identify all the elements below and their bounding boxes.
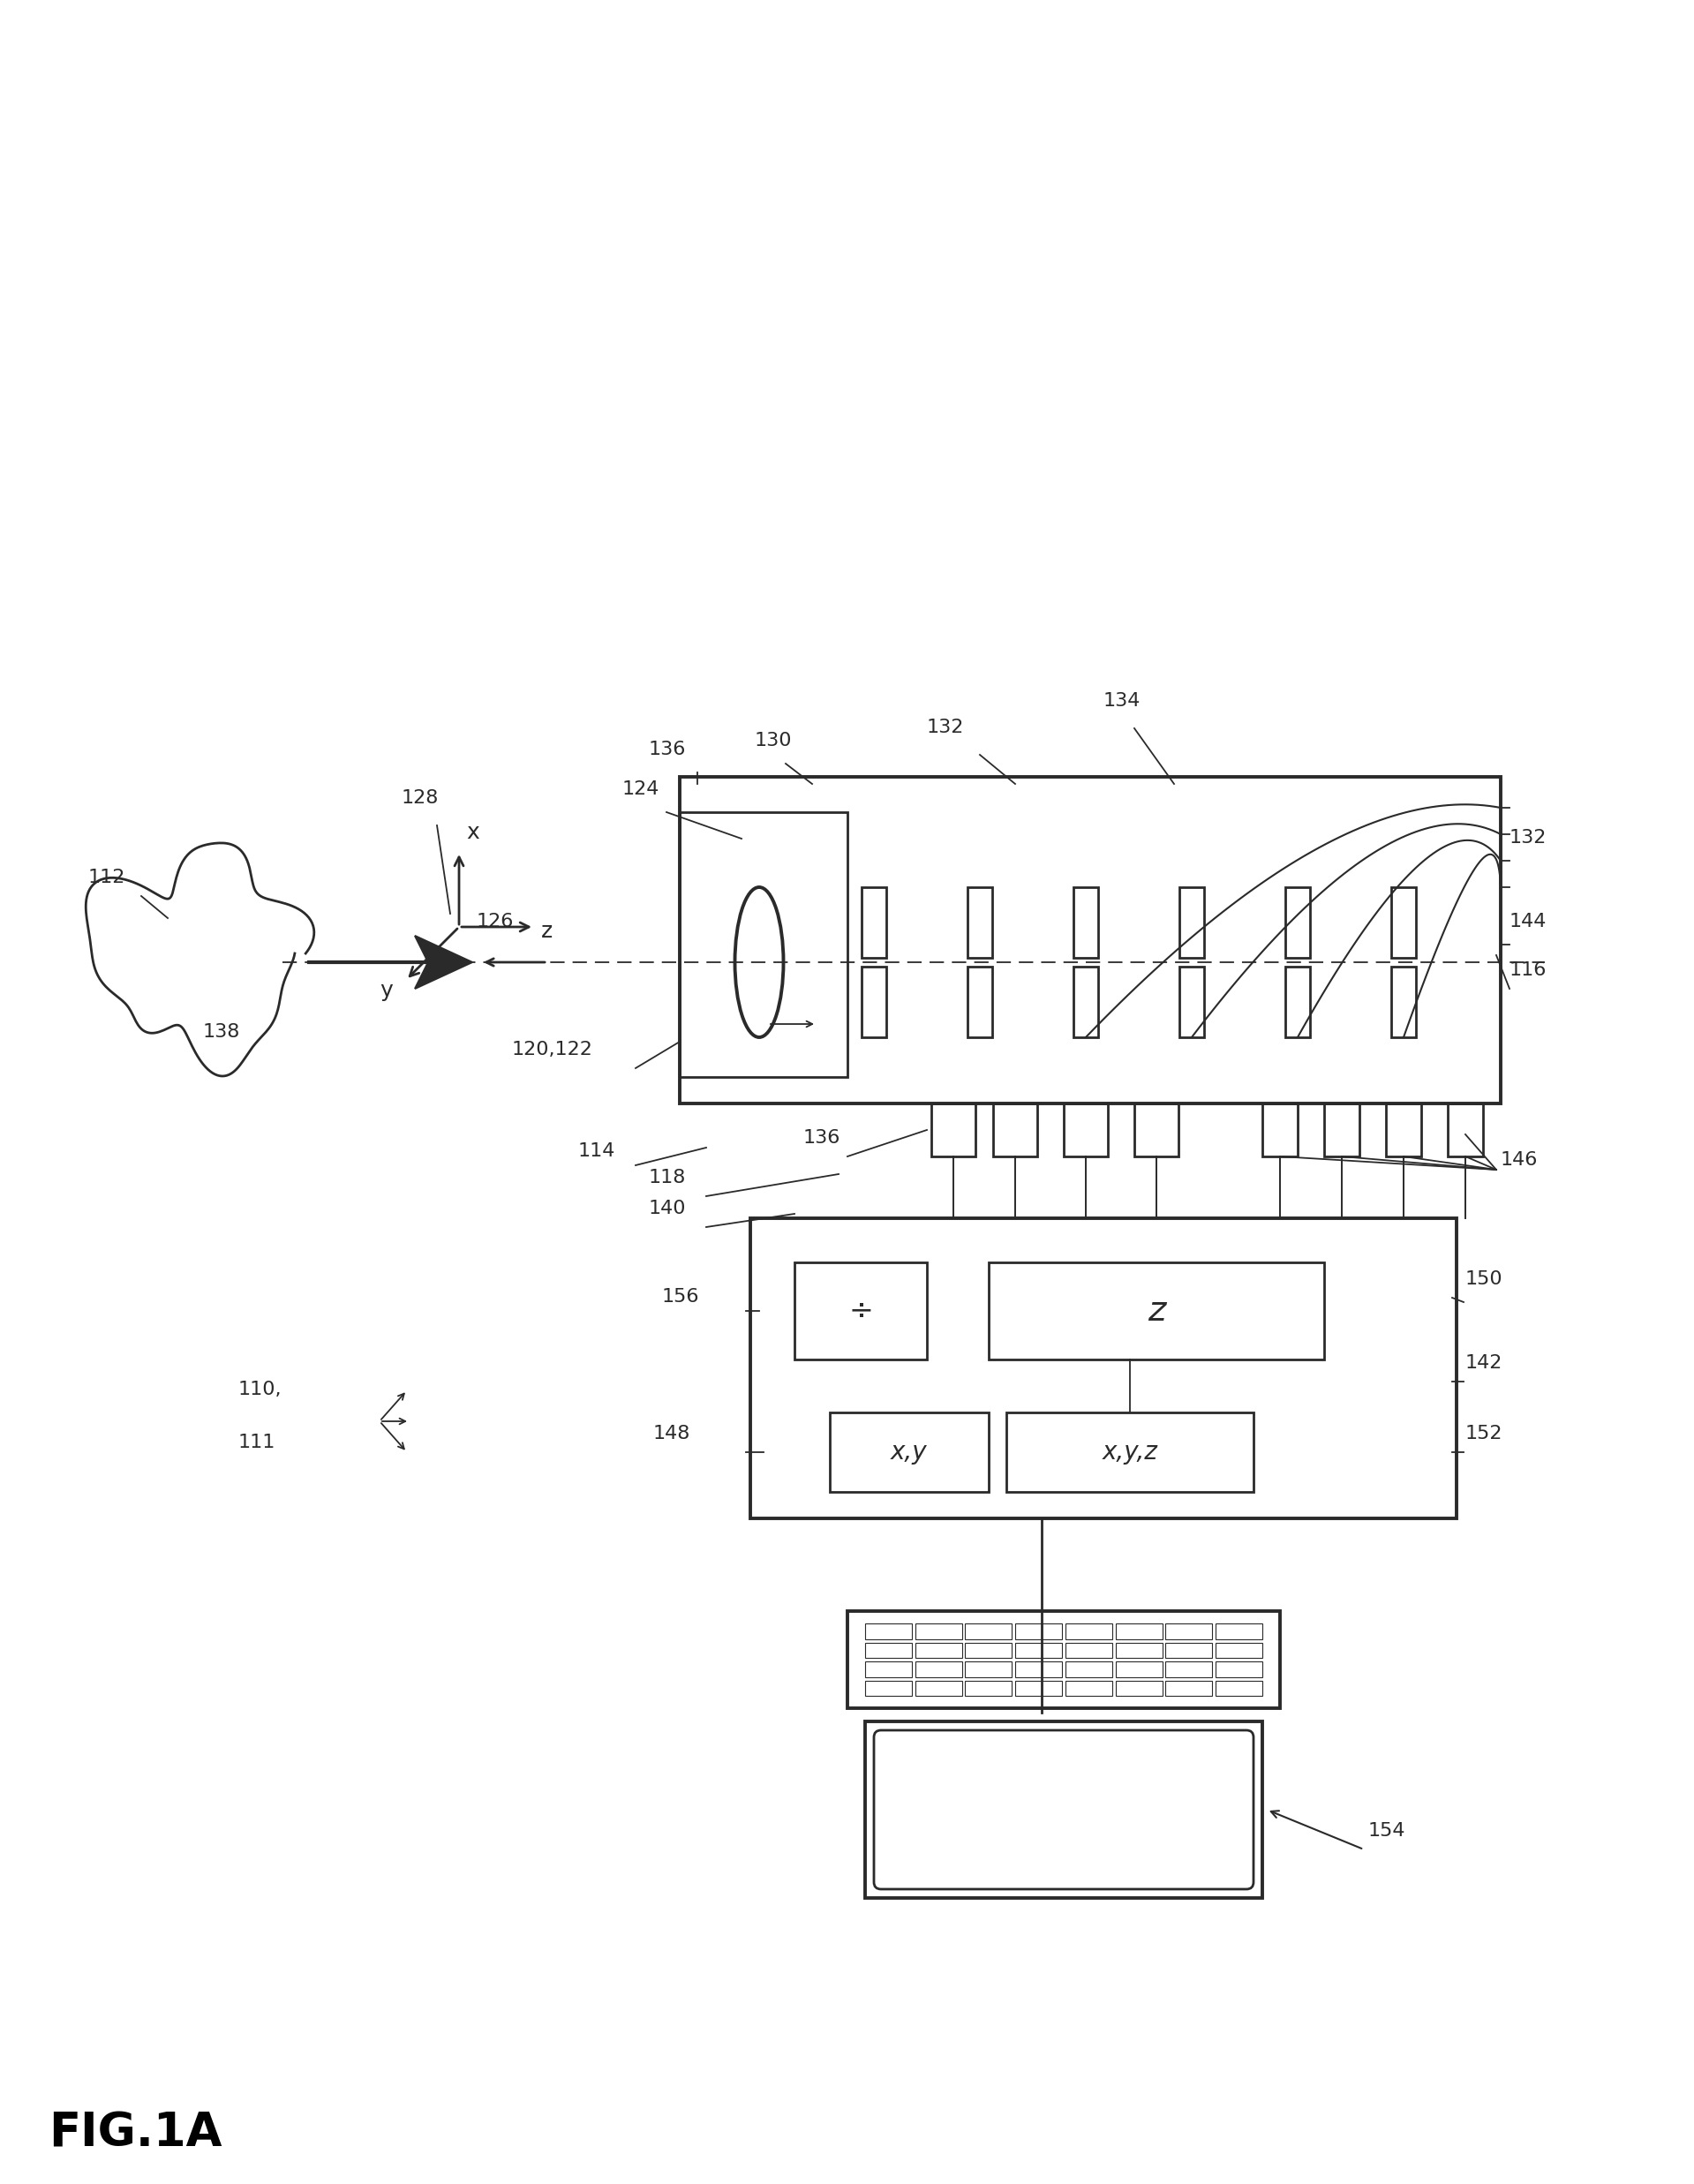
Text: 140: 140 [649, 1199, 686, 1216]
Text: 112: 112 [88, 869, 125, 887]
Bar [1325, 1103, 1360, 1158]
Bar [932, 1103, 976, 1158]
Text: 136: 136 [803, 1129, 840, 1147]
Text: z: z [1147, 1295, 1165, 1328]
Bar [847, 1612, 1281, 1708]
Text: ÷: ÷ [849, 1297, 872, 1326]
Bar [1286, 887, 1309, 959]
Bar [866, 1679, 911, 1695]
Bar [750, 1219, 1457, 1518]
Bar [915, 1662, 962, 1677]
Text: 152: 152 [1465, 1424, 1503, 1441]
Bar [1015, 1623, 1062, 1638]
Bar [866, 1721, 1262, 1898]
Text: 124: 124 [622, 780, 659, 797]
Bar [1066, 1679, 1111, 1695]
Bar [1165, 1679, 1213, 1695]
Text: 150: 150 [1465, 1271, 1503, 1289]
Bar [1448, 1103, 1482, 1158]
Bar [1116, 1662, 1162, 1677]
Bar [1179, 887, 1204, 959]
Text: 148: 148 [654, 1424, 691, 1441]
Bar [1066, 1642, 1111, 1658]
Text: 144: 144 [1509, 913, 1547, 930]
Bar [1391, 968, 1416, 1037]
Text: 142: 142 [1465, 1354, 1503, 1372]
Bar [1015, 1642, 1062, 1658]
Bar [1216, 1623, 1262, 1638]
Text: FIG.1A: FIG.1A [49, 2110, 222, 2156]
Bar [1216, 1642, 1262, 1658]
Text: 134: 134 [1103, 692, 1140, 710]
Bar [1015, 1679, 1062, 1695]
Bar [1116, 1623, 1162, 1638]
Bar [1074, 887, 1098, 959]
Bar [1386, 1103, 1421, 1158]
Bar [966, 1623, 1011, 1638]
Text: 136: 136 [649, 740, 686, 758]
Bar [1066, 1662, 1111, 1677]
Text: 116: 116 [1509, 961, 1547, 978]
Bar [862, 968, 886, 1037]
Bar [866, 1623, 911, 1638]
Bar [1216, 1679, 1262, 1695]
Text: 111: 111 [239, 1433, 276, 1452]
Bar [966, 1679, 1011, 1695]
Polygon shape [415, 935, 473, 989]
Bar [1165, 1623, 1213, 1638]
Text: 138: 138 [203, 1022, 241, 1042]
Bar [862, 887, 886, 959]
Bar [1116, 1642, 1162, 1658]
Bar [966, 1662, 1011, 1677]
Bar [866, 1642, 911, 1658]
Text: 146: 146 [1501, 1151, 1538, 1168]
Text: 118: 118 [649, 1168, 686, 1186]
Bar [993, 1103, 1037, 1158]
Text: 132: 132 [927, 719, 964, 736]
Text: 120,122: 120,122 [512, 1042, 593, 1059]
Bar [830, 1413, 989, 1492]
Bar [679, 778, 1501, 1103]
Text: y: y [379, 981, 393, 1000]
Bar [679, 812, 847, 1077]
Text: x: x [466, 821, 479, 843]
Bar [1179, 968, 1204, 1037]
Text: 128: 128 [401, 788, 439, 806]
Bar [989, 1262, 1325, 1358]
Bar [1262, 1103, 1298, 1158]
Text: 126: 126 [476, 913, 513, 930]
Bar [1391, 887, 1416, 959]
Bar [1116, 1679, 1162, 1695]
Text: 156: 156 [662, 1289, 700, 1306]
Bar [1074, 968, 1098, 1037]
Text: 114: 114 [578, 1142, 615, 1160]
Bar [1216, 1662, 1262, 1677]
Text: x,y: x,y [891, 1439, 928, 1465]
Bar [1066, 1623, 1111, 1638]
Text: x,y,z: x,y,z [1103, 1439, 1157, 1465]
Text: 154: 154 [1369, 1821, 1406, 1839]
Bar [966, 1642, 1011, 1658]
Text: 130: 130 [756, 732, 793, 749]
Bar [1006, 1413, 1254, 1492]
Bar [1165, 1662, 1213, 1677]
Bar [1135, 1103, 1179, 1158]
Bar [1165, 1642, 1213, 1658]
Bar [967, 968, 993, 1037]
Bar [915, 1642, 962, 1658]
Bar [915, 1623, 962, 1638]
Text: 132: 132 [1509, 830, 1547, 847]
Bar [1286, 968, 1309, 1037]
Bar [866, 1662, 911, 1677]
Bar [915, 1679, 962, 1695]
Bar [967, 887, 993, 959]
Bar [1064, 1103, 1108, 1158]
Text: 110,: 110, [239, 1380, 281, 1398]
Text: z: z [540, 922, 552, 941]
Bar [1015, 1662, 1062, 1677]
Bar [794, 1262, 927, 1358]
